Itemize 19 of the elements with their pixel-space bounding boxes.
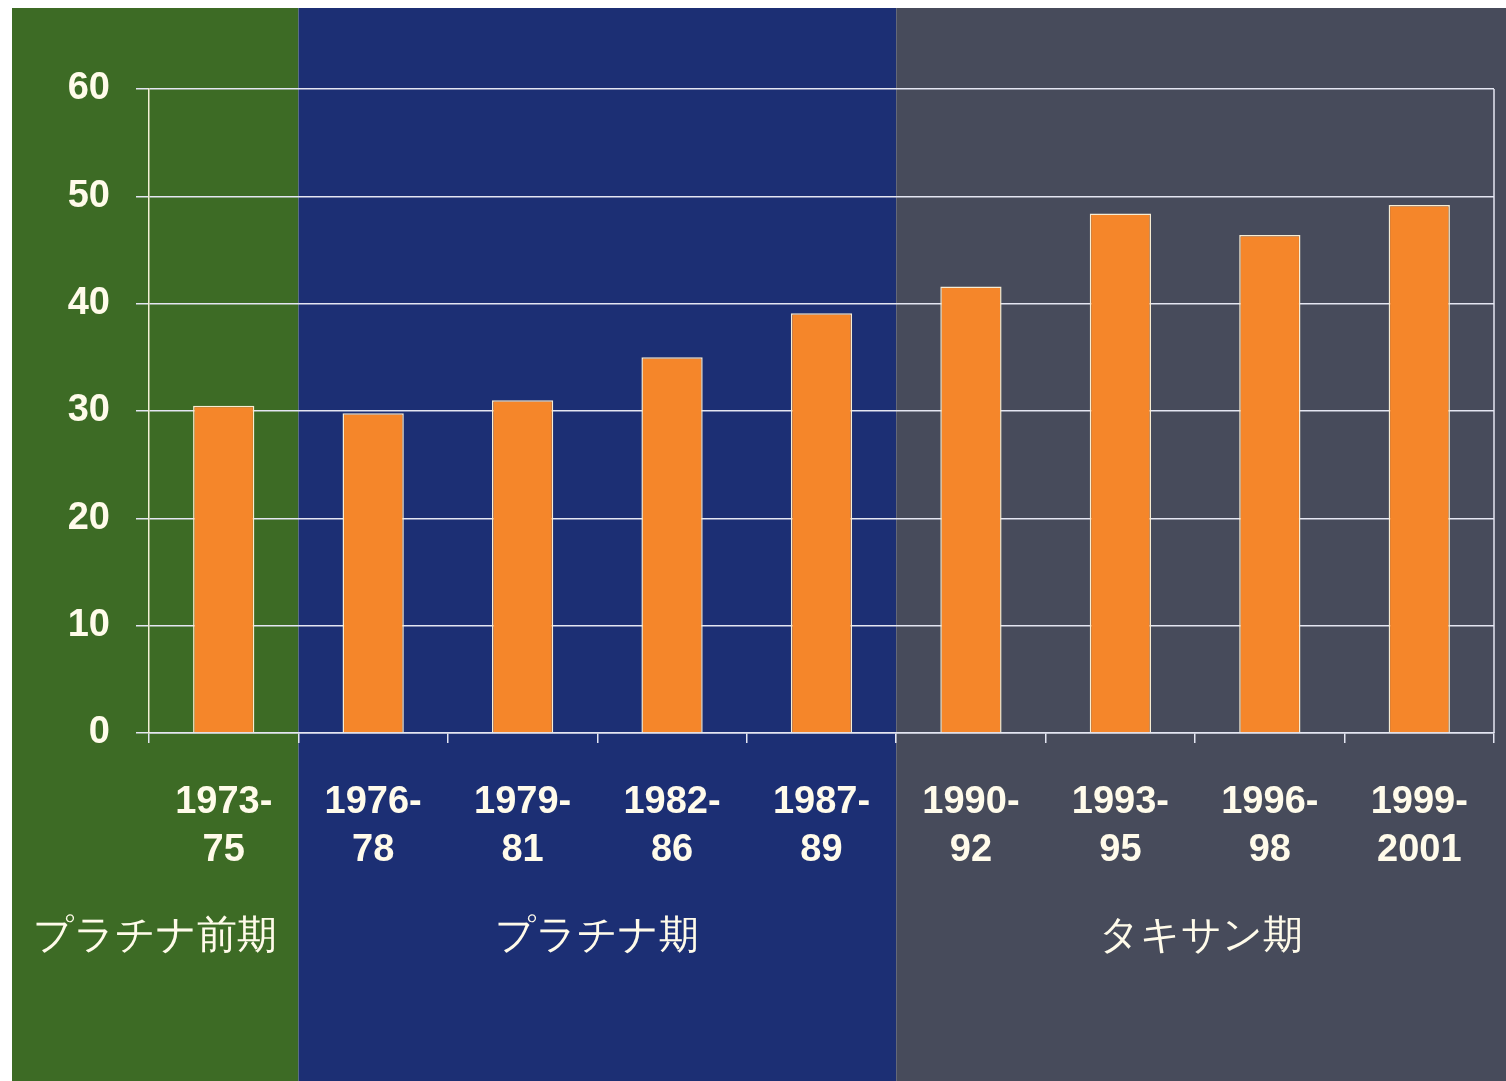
y-tick-label: 40 <box>67 280 110 323</box>
band-label: プラチナ期 <box>495 911 700 958</box>
x-tick-label: 1987-89 <box>772 778 871 869</box>
x-tick-label: 1990-92 <box>922 778 1020 869</box>
y-tick-label: 60 <box>67 65 110 108</box>
y-tick-label: 20 <box>67 494 110 537</box>
x-tick-label: 1979-81 <box>474 778 572 869</box>
x-tick-label: 1982-86 <box>623 778 721 869</box>
y-tick-label: 0 <box>88 709 110 752</box>
y-tick-label: 30 <box>67 387 110 430</box>
x-tick-label: 1976-78 <box>324 778 422 869</box>
x-tick-label: 1996-98 <box>1221 778 1319 869</box>
y-tick-label: 50 <box>67 172 110 215</box>
band-label: プラチナ前期 <box>33 911 278 958</box>
x-tick-label: 1999-2001 <box>1370 778 1468 869</box>
x-tick-label: 1973-75 <box>175 778 273 869</box>
y-tick-label: 10 <box>67 602 110 645</box>
band-label: タキサン期 <box>1099 911 1304 958</box>
x-tick-label: 1993-95 <box>1071 778 1169 869</box>
